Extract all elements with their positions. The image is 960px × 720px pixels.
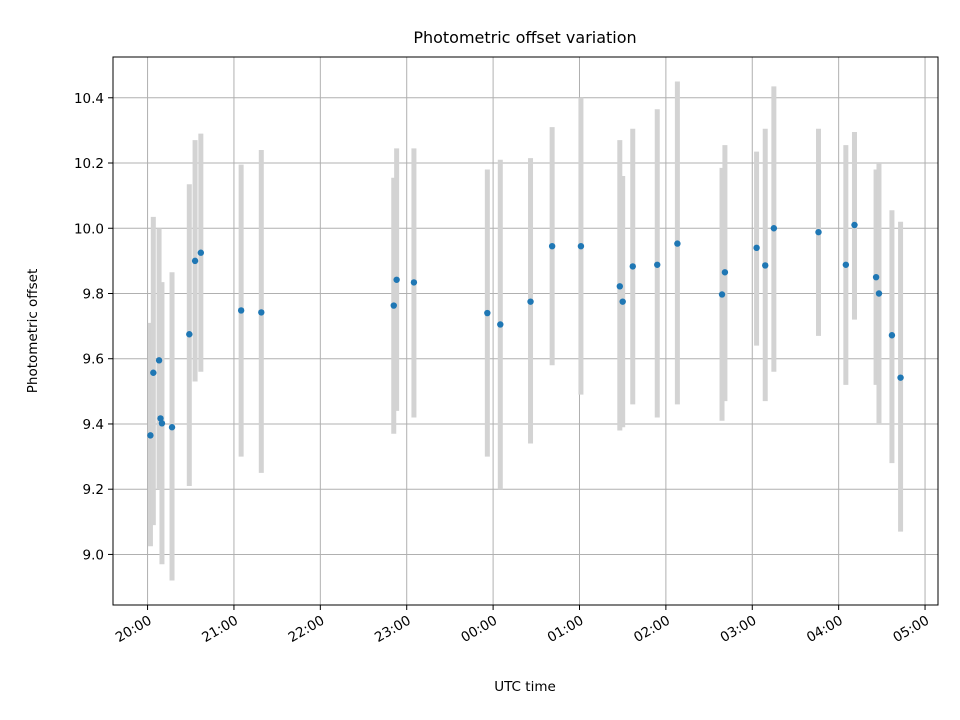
data-point	[390, 302, 397, 309]
data-point	[197, 249, 205, 256]
data-point	[616, 283, 624, 290]
x-axis-label: UTC time	[494, 679, 556, 695]
x-tick-label: 21:00	[199, 613, 241, 646]
y-tick-label: 10.0	[74, 221, 104, 237]
x-tick-label: 20:00	[113, 613, 155, 646]
y-tick-label: 10.2	[74, 156, 104, 172]
data-point	[410, 279, 418, 286]
x-tick-label: 05:00	[890, 613, 932, 646]
x-tick-label: 04:00	[804, 613, 846, 646]
data-point	[872, 273, 880, 281]
data-point	[721, 269, 729, 276]
y-axis-ticks: 9.0 9.2 9.4 9.6 9.8 10.0 10.2 10.4	[74, 91, 113, 563]
data-point	[619, 298, 626, 305]
x-axis-ticks: 20:00 21:00 22:00 23:00 00:00 01:00 02:00 03:00…	[113, 605, 932, 646]
data-point	[815, 228, 822, 236]
x-tick-label: 00:00	[458, 613, 500, 646]
data-point	[497, 321, 504, 328]
data-point	[674, 240, 681, 247]
data-point	[762, 262, 769, 269]
data-point	[842, 261, 850, 268]
data-point	[629, 263, 636, 270]
data-point	[237, 307, 245, 314]
data-point	[888, 332, 896, 339]
data-point	[157, 415, 164, 422]
data-point	[875, 290, 883, 297]
data-point	[548, 242, 556, 250]
y-tick-label: 10.4	[74, 91, 104, 107]
y-tick-label: 9.4	[83, 417, 104, 433]
data-point	[770, 225, 778, 232]
data-point	[393, 276, 400, 283]
y-axis-label: Photometric offset	[25, 269, 41, 393]
data-point	[147, 432, 154, 439]
y-tick-label: 9.2	[83, 482, 104, 498]
data-point	[258, 309, 265, 316]
data-point	[155, 357, 163, 364]
y-tick-label: 9.8	[83, 286, 104, 302]
plot-frame	[112, 56, 939, 606]
y-tick-label: 9.0	[83, 547, 104, 563]
x-tick-label: 23:00	[372, 613, 414, 646]
data-point	[753, 244, 760, 252]
data-point	[191, 257, 199, 265]
data-point	[168, 424, 176, 431]
data-point	[851, 221, 858, 229]
x-tick-label: 03:00	[718, 613, 760, 646]
x-tick-label: 22:00	[286, 613, 328, 646]
data-points	[147, 221, 904, 439]
data-point	[577, 242, 585, 250]
data-point	[527, 298, 534, 305]
data-point	[654, 261, 661, 268]
chart-title: Photometric offset variation	[413, 28, 636, 47]
x-tick-label: 02:00	[631, 613, 673, 646]
data-point	[484, 309, 491, 317]
data-point	[158, 420, 166, 427]
data-point	[150, 369, 157, 376]
data-point	[186, 331, 193, 338]
data-point	[897, 374, 904, 381]
x-tick-label: 01:00	[545, 613, 587, 646]
plot-background	[113, 57, 938, 605]
y-tick-label: 9.6	[83, 352, 104, 368]
data-point	[718, 291, 726, 298]
